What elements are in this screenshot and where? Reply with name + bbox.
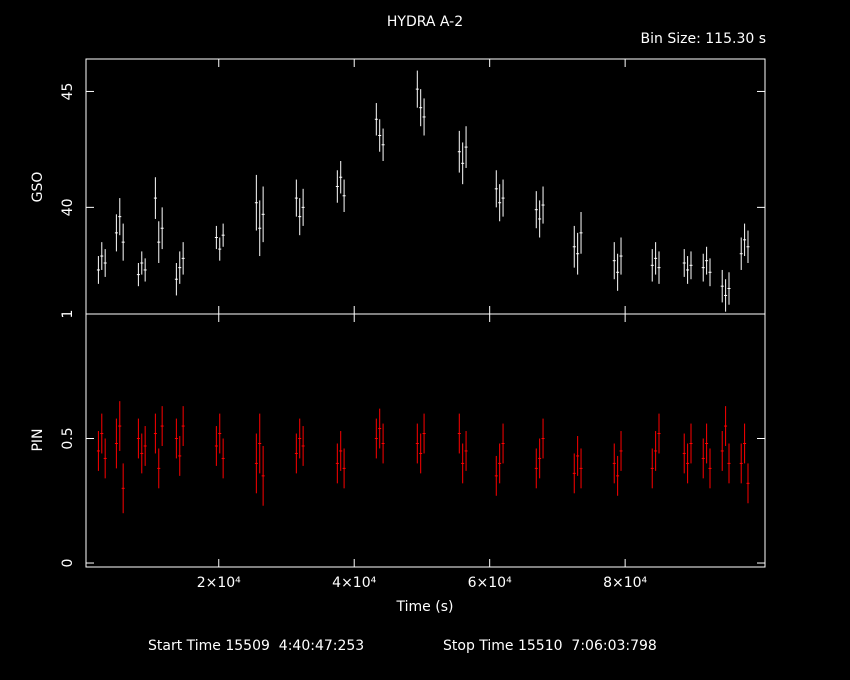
y-tick-label: 1 — [60, 310, 76, 319]
y-tick-label: 40 — [60, 198, 76, 216]
x-tick-label: 4×10⁴ — [332, 575, 376, 591]
chart-title: HYDRA A-2 — [387, 14, 463, 30]
y-axis-label: PIN — [30, 428, 46, 451]
y-tick-label: 0 — [60, 559, 76, 568]
x-tick-label: 8×10⁴ — [603, 575, 647, 591]
y-tick-label: 0.5 — [60, 427, 76, 449]
x-axis-label: Time (s) — [396, 599, 454, 615]
x-tick-label: 6×10⁴ — [468, 575, 512, 591]
bin-size: Bin Size: 115.30 s — [641, 31, 766, 47]
panel-frame — [85, 313, 766, 568]
y-axis-label: GSO — [30, 172, 46, 203]
start-time: Start Time 15509 4:40:47:253 — [148, 638, 364, 654]
stop-time: Stop Time 15510 7:06:03:798 — [443, 638, 657, 654]
x-tick-label: 2×10⁴ — [197, 575, 241, 591]
y-tick-label: 45 — [60, 83, 76, 101]
